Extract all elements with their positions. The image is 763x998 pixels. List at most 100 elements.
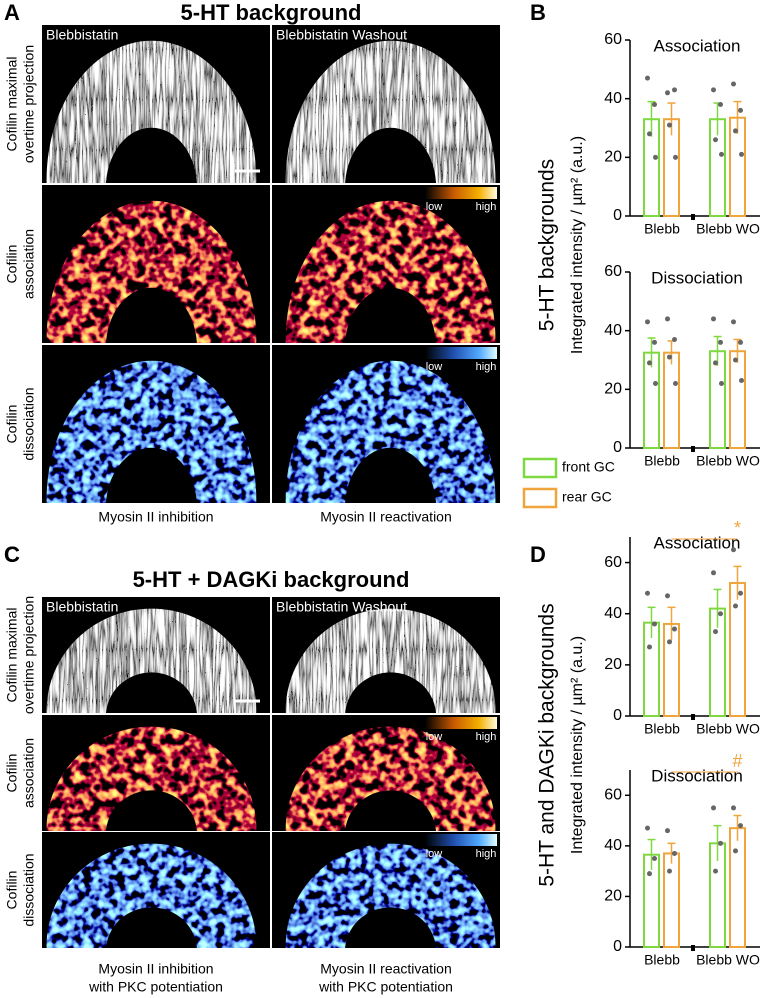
row-label: Cofilin <box>4 754 20 793</box>
panel-label: B <box>530 0 546 25</box>
significance-mark: * <box>734 518 741 538</box>
column-footer: with PKC potentiation <box>88 979 223 995</box>
data-point <box>652 102 657 108</box>
data-point <box>719 380 724 386</box>
column-label: Blebbistatin Washout <box>276 27 407 43</box>
bar <box>663 852 680 949</box>
column-footer: Myosin II reactivation <box>320 961 452 977</box>
data-point <box>653 154 658 160</box>
x-tick-label: Blebb WO <box>696 453 760 469</box>
column-footer: Myosin II reactivation <box>320 509 452 525</box>
data-point <box>733 603 738 609</box>
data-point <box>718 339 723 345</box>
panel-label: C <box>4 542 20 567</box>
data-point <box>667 122 672 128</box>
chart-title: Dissociation <box>651 268 743 287</box>
colorbar-high: high <box>476 731 497 743</box>
colorbar-high: high <box>476 848 497 860</box>
micrograph <box>272 832 500 948</box>
data-point <box>667 354 672 360</box>
y-tick-label: 40 <box>604 90 622 107</box>
data-point <box>665 828 670 834</box>
colorbar-low: low <box>426 361 443 373</box>
y-tick-label: 20 <box>604 381 622 398</box>
y-axis-subtitle: Integrated intensity / µm² (a.u.) <box>569 636 586 854</box>
panel-title: 5-HT background <box>181 0 362 25</box>
bar <box>729 350 746 450</box>
colorbar-low: low <box>426 201 443 213</box>
bar <box>729 582 746 717</box>
row-label: Cofilin <box>4 405 20 444</box>
significance-mark: # <box>732 751 742 771</box>
data-point <box>738 590 743 596</box>
axis-break <box>691 945 695 951</box>
colorbar <box>425 187 497 199</box>
data-point <box>711 570 716 576</box>
data-point <box>739 151 744 157</box>
data-point <box>733 357 738 363</box>
data-point <box>647 871 652 877</box>
data-point <box>652 339 657 345</box>
y-tick-label: 40 <box>604 322 622 339</box>
data-point <box>665 316 670 322</box>
y-tick-label: 0 <box>613 207 622 224</box>
panel-label: C <box>4 542 20 567</box>
bar <box>729 827 746 949</box>
micrograph <box>272 25 500 183</box>
data-point <box>738 339 743 345</box>
data-point <box>713 629 718 635</box>
chart-title: Dissociation <box>651 766 743 785</box>
data-point <box>731 81 736 87</box>
legend-label: rear GC <box>562 489 612 505</box>
row-label: Cofilin <box>4 871 20 910</box>
data-point <box>653 380 658 386</box>
column-footer: with PKC potentiation <box>318 979 453 995</box>
legend-swatch <box>522 457 558 479</box>
x-tick-label: Blebb WO <box>696 221 760 237</box>
micrograph <box>272 185 500 343</box>
data-point <box>718 840 723 846</box>
column-label: Blebbistatin <box>46 599 118 615</box>
data-point <box>738 107 743 113</box>
data-point <box>711 316 716 322</box>
data-point <box>673 380 678 386</box>
data-point <box>647 644 652 650</box>
data-point <box>713 137 718 143</box>
colorbar <box>425 347 497 359</box>
micrograph <box>42 345 270 503</box>
data-point <box>718 611 723 617</box>
y-tick-label: 40 <box>604 605 622 622</box>
row-label: association <box>21 229 37 299</box>
legend-label: front GC <box>562 459 615 475</box>
bar <box>663 351 680 449</box>
data-point <box>647 131 652 137</box>
data-point <box>739 378 744 384</box>
data-point <box>665 90 670 96</box>
row-label: association <box>21 738 37 808</box>
data-point <box>733 848 738 854</box>
data-point <box>718 102 723 108</box>
row-label: dissociation <box>21 387 37 460</box>
colorbar-low: low <box>426 731 443 743</box>
y-tick-label: 0 <box>613 938 622 955</box>
y-tick-label: 0 <box>613 439 622 456</box>
data-point <box>645 590 650 596</box>
micrograph <box>272 715 500 831</box>
data-point <box>652 856 657 861</box>
row-label: Cofilin <box>4 245 20 284</box>
y-tick-label: 60 <box>604 554 622 571</box>
micrograph <box>42 715 270 831</box>
x-tick-label: Blebb <box>644 952 680 968</box>
data-point <box>713 868 718 874</box>
data-point <box>733 128 738 134</box>
data-point <box>652 621 657 627</box>
y-tick-label: 40 <box>604 837 622 854</box>
data-point <box>645 825 650 831</box>
y-axis-subtitle: Integrated intensity / µm² (a.u.) <box>569 136 586 354</box>
micrograph <box>272 345 500 503</box>
colorbar-low: low <box>426 848 443 860</box>
column-label: Blebbistatin Washout <box>276 599 407 615</box>
micrograph <box>42 832 270 948</box>
data-point <box>647 360 652 366</box>
panel-title: 5-HT + DAGKi background <box>133 567 410 592</box>
